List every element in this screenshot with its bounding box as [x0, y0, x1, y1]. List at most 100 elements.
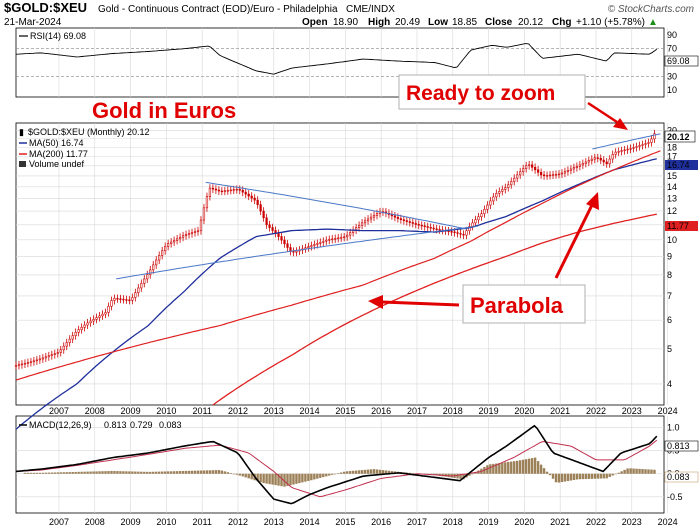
price-bar-body: [474, 219, 477, 224]
price-bar-body: [62, 345, 65, 351]
macd-histogram-bar: [223, 471, 227, 474]
price-bar-body: [626, 148, 629, 151]
macd-histogram-bar: [134, 471, 137, 474]
ma200-line: [212, 213, 657, 406]
macd-histogram-bar: [542, 468, 546, 474]
macd-histogram-bar: [372, 469, 376, 474]
macd-histogram-bar: [295, 473, 298, 484]
macd-histogram-bar: [620, 471, 623, 474]
price-bar-body: [137, 287, 140, 293]
price-bar-body: [202, 207, 206, 221]
rsi-tick-label: 10: [667, 85, 677, 95]
price-bar-body: [140, 283, 143, 289]
year-tick-label: 2011: [192, 517, 211, 527]
price-bar-body: [602, 159, 605, 163]
macd-legend: MACD(12,26,9) 0.813 0.729 0.083: [19, 420, 182, 430]
price-bar-body: [92, 318, 95, 322]
price-bar-body: [178, 236, 182, 240]
price-tick-label: 17: [667, 151, 677, 161]
price-bar-body: [453, 231, 456, 233]
right-badges: 69.08 20.12 16.74 11.77 0.813 0.083: [664, 55, 699, 483]
macd-histogram-bar: [122, 471, 125, 474]
price-bar-body: [313, 244, 316, 246]
parabola-arrow-left-line: [381, 300, 460, 307]
macd-layer: [15, 424, 658, 505]
macd-histogram-bar: [53, 472, 56, 474]
price-bar-body: [193, 231, 197, 233]
macd-histogram-bar: [196, 470, 200, 474]
price-bar-body: [229, 189, 232, 192]
macd-histogram-bar: [137, 471, 140, 474]
triangle-lower-line: [116, 225, 478, 280]
price-bar-body: [334, 238, 337, 240]
price-bar-body: [223, 190, 226, 192]
close-value: 20.12: [518, 17, 543, 28]
price-bar-body: [563, 171, 567, 174]
price-bar-body: [450, 231, 453, 233]
macd-histogram-bar: [527, 458, 531, 474]
macd-histogram-bar: [68, 472, 71, 474]
price-bar-body: [71, 335, 74, 340]
macd-histogram-bar: [304, 473, 307, 482]
macd-histogram-bar: [262, 473, 265, 484]
macd-histogram-bar: [357, 470, 361, 474]
macd-histogram-bar: [459, 473, 462, 479]
price-bar-body: [235, 188, 238, 191]
price-bar-body: [250, 195, 253, 199]
macd-histogram-bar: [384, 470, 388, 474]
macd-histogram-bar: [378, 469, 382, 474]
year-tick-label: 2012: [228, 406, 248, 416]
macd-histogram-bar: [158, 471, 161, 474]
macd-histogram-bar: [301, 473, 304, 483]
year-tick-label: 2019: [479, 406, 499, 416]
macd-histogram-bar: [238, 473, 241, 476]
macd-histogram-bar: [205, 470, 209, 474]
price-bar-body: [402, 219, 405, 221]
price-bar-body: [331, 238, 334, 241]
price-bar-body: [158, 255, 161, 261]
macd-histogram-bar: [41, 472, 45, 474]
macd-histogram-bar: [187, 470, 191, 474]
price-bar-body: [86, 322, 89, 326]
price-bar-body: [581, 163, 584, 166]
macd-histogram-bar: [456, 473, 459, 479]
macd-histogram-bar: [611, 473, 614, 476]
macd-histogram-bar: [536, 461, 540, 474]
macd-histogram-bar: [641, 469, 644, 474]
macd-histogram-bar: [32, 472, 36, 474]
price-tick-label: 20: [667, 126, 677, 136]
macd-histogram-bar: [596, 473, 599, 479]
price-bar-body: [605, 161, 608, 165]
price-bar-body: [292, 251, 295, 253]
price-tick-label: 4: [667, 379, 672, 389]
price-bar-body: [190, 232, 194, 234]
price-tick-label: 8: [667, 270, 672, 280]
price-bar-body: [328, 239, 331, 241]
macd-histogram-bar: [411, 473, 414, 474]
price-bar-body: [519, 171, 522, 176]
macd-histogram-bar: [23, 472, 27, 474]
price-bar-body: [80, 327, 83, 330]
price-bar-body: [611, 154, 614, 160]
macd-histogram-bar: [125, 471, 128, 474]
macd-histogram-bar: [268, 473, 271, 485]
price-legend-main: $GOLD:$XEU (Monthly) 20.12: [28, 127, 150, 137]
price-bar-body: [65, 342, 68, 347]
macd-histogram-bar: [632, 468, 635, 474]
macd-histogram-bar: [545, 471, 549, 474]
parabola-arrow-up-icon: [586, 192, 599, 210]
price-bar-body: [53, 353, 56, 355]
macd-histogram-bar: [408, 472, 412, 474]
price-bar-body: [167, 243, 170, 247]
macd-histogram-bar: [629, 468, 632, 474]
macd-histogram-bar: [504, 462, 507, 474]
macd-histogram-bar: [152, 471, 155, 474]
macd-histogram-bar: [331, 473, 334, 475]
price-bar-body: [528, 164, 531, 166]
price-bar-body: [522, 168, 525, 173]
chg-value: +1.10 (+5.78%): [576, 17, 645, 28]
price-bar-body: [125, 299, 128, 301]
price-bar-body: [340, 237, 343, 239]
price-bar-body: [560, 172, 564, 175]
price-bar-body: [41, 357, 44, 360]
